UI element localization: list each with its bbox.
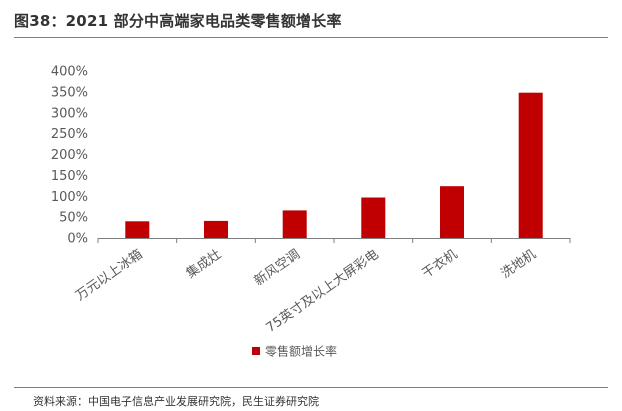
y-tick-label: 150% — [51, 169, 88, 184]
bar — [440, 186, 464, 238]
figure-title: 图38：2021 部分中高端家电品类零售额增长率 — [14, 12, 342, 30]
bar — [204, 220, 228, 238]
y-tick-label: 200% — [51, 148, 88, 163]
legend-label: 零售额增长率 — [265, 344, 337, 359]
y-tick-label: 400% — [51, 65, 88, 80]
y-tick-label: 350% — [51, 85, 88, 100]
bar-chart: 0% 50% 100% 150% 200% 250% 300% 350% 400% 万元以上冰箱… — [51, 65, 571, 359]
x-tick-label: 洗地机 — [498, 247, 539, 282]
source-divider — [14, 387, 608, 388]
bar — [361, 197, 386, 238]
bar — [282, 210, 307, 238]
title-divider — [14, 37, 608, 38]
y-axis: 0% 50% 100% 150% 200% 250% 300% 350% 400% — [51, 65, 88, 247]
source-note: 资料来源：中国电子信息产业发展研究院，民生证券研究院 — [33, 395, 319, 408]
bar — [125, 221, 150, 238]
x-tick-label: 万元以上冰箱 — [73, 246, 146, 304]
y-tick-label: 50% — [59, 211, 88, 226]
bars — [125, 92, 543, 238]
y-tick-label: 300% — [51, 106, 88, 121]
legend-swatch — [252, 347, 260, 355]
x-tick-label: 新风空调 — [251, 246, 303, 289]
x-tick-label: 干衣机 — [419, 246, 460, 281]
legend: 零售额增长率 — [252, 344, 337, 359]
x-tick-label: 集成灶 — [183, 246, 224, 281]
y-tick-label: 100% — [51, 190, 88, 205]
y-tick-label: 0% — [67, 232, 88, 247]
y-tick-label: 250% — [51, 127, 88, 142]
bar — [518, 92, 543, 238]
